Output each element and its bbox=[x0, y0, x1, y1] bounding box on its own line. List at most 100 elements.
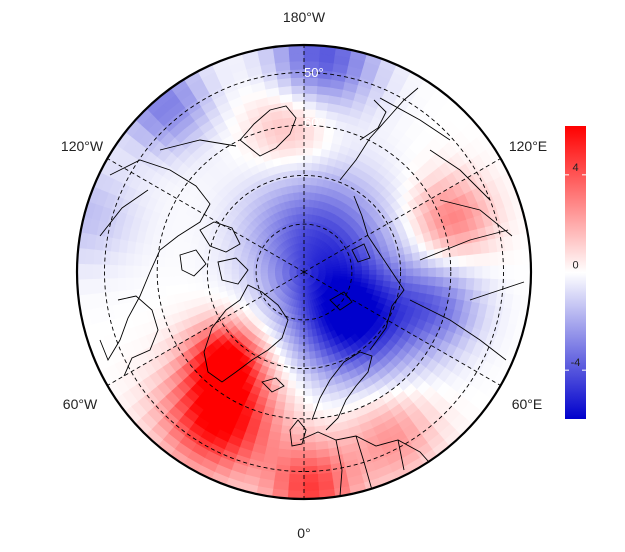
field-cell bbox=[292, 425, 305, 435]
latitude-circle bbox=[156, 124, 452, 420]
field-cell bbox=[472, 253, 483, 267]
lon-label-0: 0° bbox=[297, 525, 310, 541]
field-cell bbox=[303, 387, 314, 397]
field-cell bbox=[303, 350, 311, 360]
field-cell bbox=[382, 274, 392, 282]
field-cell bbox=[295, 380, 305, 389]
map-boundary bbox=[75, 43, 533, 501]
field-cell bbox=[303, 395, 314, 404]
field-cell bbox=[312, 140, 323, 150]
field-cell bbox=[93, 249, 104, 266]
coastlines bbox=[99, 87, 525, 497]
field-cell bbox=[457, 254, 467, 267]
field-cell bbox=[298, 199, 305, 208]
field-cell bbox=[299, 329, 305, 338]
field-cell bbox=[156, 276, 166, 288]
field-cell bbox=[419, 258, 429, 269]
field-cell bbox=[303, 380, 313, 389]
field-cell bbox=[389, 261, 399, 270]
lon-label-180w: 180°W bbox=[283, 9, 326, 25]
field-cell bbox=[180, 283, 190, 294]
field-cell bbox=[125, 265, 135, 279]
field-cell bbox=[298, 192, 305, 201]
field-cell bbox=[427, 267, 436, 277]
field-cell bbox=[117, 277, 128, 292]
field-cell bbox=[179, 275, 189, 286]
field-cell bbox=[426, 257, 436, 269]
field-cell bbox=[290, 457, 305, 467]
field-cell bbox=[303, 162, 312, 172]
field-cell bbox=[297, 184, 305, 194]
field-cell bbox=[311, 387, 322, 397]
field-cell bbox=[291, 101, 305, 111]
field-cell bbox=[224, 268, 233, 276]
meridian-line bbox=[303, 271, 501, 386]
field-cell bbox=[288, 481, 305, 491]
field-cell bbox=[156, 266, 166, 278]
field-cell bbox=[505, 264, 515, 280]
field-cell bbox=[457, 277, 467, 290]
field-cell bbox=[308, 192, 316, 201]
lon-label-60e: 60°E bbox=[512, 396, 543, 412]
field-cell bbox=[293, 335, 300, 345]
field-cell bbox=[375, 268, 384, 276]
field-cell bbox=[353, 269, 362, 275]
field-cell bbox=[309, 185, 317, 194]
colorbar-ticks: 4 0 -4 bbox=[565, 162, 586, 371]
field-cell bbox=[299, 321, 305, 330]
field-cell bbox=[164, 257, 174, 268]
field-cell bbox=[311, 379, 321, 389]
field-cell bbox=[293, 124, 305, 134]
field-cell bbox=[513, 264, 523, 280]
field-cell bbox=[303, 457, 318, 467]
field-cell bbox=[442, 276, 452, 288]
latitude-circle bbox=[206, 174, 402, 370]
field-cell bbox=[381, 279, 391, 288]
field-cell bbox=[316, 86, 331, 97]
field-cell bbox=[309, 177, 318, 187]
field-cell bbox=[303, 170, 312, 179]
field-cell bbox=[187, 275, 196, 285]
field-cell bbox=[449, 255, 459, 268]
field-cell bbox=[202, 274, 211, 283]
field-cell bbox=[286, 387, 297, 397]
field-cell bbox=[303, 184, 311, 194]
field-cell bbox=[224, 263, 233, 270]
field-cell bbox=[450, 266, 459, 278]
field-cell bbox=[368, 273, 377, 280]
field-cell bbox=[288, 372, 298, 382]
field-cell bbox=[411, 283, 421, 293]
field-cell bbox=[125, 277, 136, 291]
field-cell bbox=[290, 85, 305, 95]
field-cell bbox=[303, 402, 315, 412]
field-cell bbox=[397, 268, 406, 276]
field-cell bbox=[295, 155, 305, 164]
field-cell bbox=[209, 255, 219, 264]
field-cell bbox=[298, 343, 305, 352]
field-cell bbox=[481, 265, 491, 279]
field-cell bbox=[310, 162, 320, 172]
field-cell bbox=[284, 401, 296, 412]
field-cell bbox=[465, 277, 475, 291]
field-cell bbox=[109, 278, 120, 293]
field-cell bbox=[260, 267, 269, 272]
field-cell bbox=[303, 449, 318, 459]
field-cell bbox=[93, 264, 103, 280]
field-cell bbox=[480, 252, 491, 267]
field-cell bbox=[141, 254, 151, 267]
field-cell bbox=[412, 275, 421, 285]
field-cell bbox=[231, 269, 240, 275]
field-cell bbox=[314, 101, 329, 112]
field-cell bbox=[289, 69, 305, 79]
field-cell bbox=[293, 410, 305, 420]
field-cell bbox=[308, 199, 315, 209]
field-cell bbox=[303, 85, 318, 95]
field-cell bbox=[209, 268, 218, 276]
field-cell bbox=[303, 147, 314, 157]
field-cell bbox=[303, 418, 316, 427]
field-cell bbox=[303, 93, 317, 103]
field-cell bbox=[297, 350, 305, 360]
field-cell bbox=[296, 365, 305, 374]
field-cell bbox=[300, 314, 305, 323]
field-cell bbox=[287, 379, 297, 389]
